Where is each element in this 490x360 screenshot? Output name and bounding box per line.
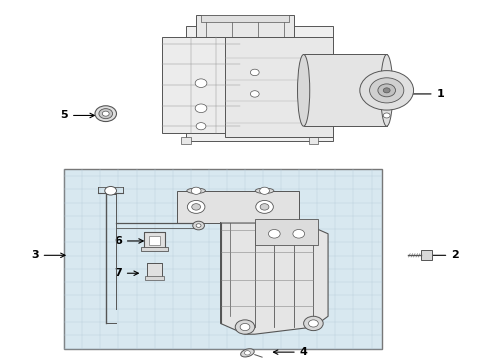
Circle shape [196, 224, 201, 227]
Text: 5: 5 [60, 111, 95, 121]
Bar [421, 250, 432, 260]
Circle shape [105, 186, 117, 195]
Circle shape [260, 204, 269, 210]
Circle shape [193, 221, 204, 230]
Polygon shape [220, 223, 328, 334]
Bar [181, 37, 191, 44]
Bar [309, 137, 318, 144]
Ellipse shape [297, 54, 310, 126]
Circle shape [260, 187, 270, 194]
Circle shape [256, 201, 273, 213]
Bar [64, 169, 382, 348]
Circle shape [245, 351, 250, 355]
Ellipse shape [241, 349, 254, 357]
Text: 3: 3 [31, 250, 65, 260]
Circle shape [383, 88, 390, 93]
Circle shape [187, 201, 205, 213]
Bar [186, 26, 333, 140]
Circle shape [192, 204, 200, 210]
Circle shape [378, 84, 395, 97]
Circle shape [250, 69, 259, 76]
Circle shape [196, 123, 206, 130]
Circle shape [195, 79, 207, 87]
Circle shape [304, 316, 323, 330]
Ellipse shape [187, 188, 205, 193]
Circle shape [250, 91, 259, 97]
Bar [309, 37, 318, 44]
Circle shape [369, 78, 404, 103]
Circle shape [195, 104, 207, 113]
Bar [201, 15, 289, 22]
Circle shape [235, 320, 255, 334]
Bar [162, 37, 240, 134]
Bar [149, 235, 160, 244]
Bar [255, 220, 318, 244]
Circle shape [383, 113, 390, 118]
Circle shape [360, 71, 414, 110]
Circle shape [191, 187, 201, 194]
Circle shape [240, 323, 250, 330]
Bar [144, 232, 165, 248]
Circle shape [293, 229, 305, 238]
Circle shape [95, 106, 117, 122]
Ellipse shape [255, 188, 274, 193]
Bar [147, 263, 162, 277]
Circle shape [309, 320, 318, 327]
Circle shape [102, 111, 109, 116]
Bar [196, 15, 294, 37]
Bar [141, 247, 168, 251]
Bar [181, 137, 191, 144]
Bar [145, 276, 164, 280]
Circle shape [313, 79, 324, 87]
Ellipse shape [381, 54, 393, 126]
Bar [225, 37, 333, 137]
Circle shape [269, 229, 280, 238]
Text: 1: 1 [395, 89, 444, 99]
Text: 6: 6 [114, 236, 143, 246]
Text: 2: 2 [425, 250, 459, 260]
Text: 7: 7 [114, 268, 138, 278]
Bar [176, 191, 299, 223]
Text: 4: 4 [273, 347, 308, 357]
Bar [304, 54, 387, 126]
Circle shape [99, 109, 113, 119]
